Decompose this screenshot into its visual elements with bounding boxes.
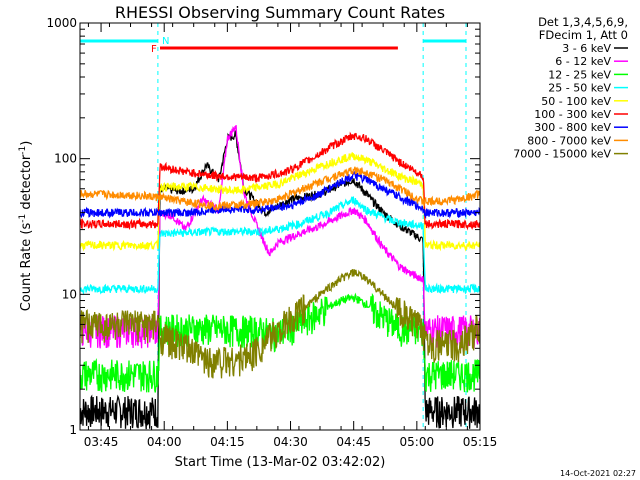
x-tick-label-6: 05:15 — [463, 435, 498, 449]
x-axis-label: Start Time (13-Mar-02 03:42:02) — [175, 455, 386, 470]
legend-label-1: 6 - 12 keV — [555, 55, 611, 68]
footer-date: 14-Oct-2021 02:27 — [560, 469, 636, 478]
x-tick-label-5: 05:00 — [400, 435, 435, 449]
legend-label-3: 25 - 50 keV — [548, 82, 611, 95]
legend: Det 1,3,4,5,6,9, FDecim 1, Att 0 3 - 6 k… — [513, 15, 628, 161]
plot-area: NF — [80, 23, 480, 430]
legend-label-2: 12 - 25 keV — [548, 68, 611, 81]
y-label-exp-1: -1 — [18, 214, 28, 223]
x-tick-label-2: 04:15 — [210, 435, 245, 449]
legend-label-4: 50 - 100 keV — [541, 95, 611, 108]
y-tick-label-0: 1 — [69, 423, 77, 437]
x-tick-label-3: 04:30 — [273, 435, 308, 449]
y-axis-label: Count Rate (s-1 detector-1) — [18, 141, 34, 312]
series-line-7 — [80, 166, 480, 212]
flag-marker-f: F — [151, 44, 157, 55]
y-tick-label-1: 10 — [62, 287, 77, 301]
y-tick-label-2: 100 — [54, 152, 77, 166]
x-tick-label-0: 03:45 — [84, 435, 119, 449]
legend-label-8: 7000 - 15000 keV — [513, 148, 611, 161]
series-group — [80, 23, 480, 430]
series-line-8 — [80, 269, 480, 379]
chart-title: RHESSI Observing Summary Count Rates — [115, 3, 445, 22]
x-tick-label-1: 04:00 — [147, 435, 182, 449]
series-line-4 — [80, 152, 480, 252]
legend-header-line-2: FDecim 1, Att 0 — [539, 28, 628, 42]
flag-marker-n: N — [162, 36, 169, 47]
legend-label-5: 100 - 300 keV — [534, 108, 611, 121]
legend-header-line-1: Det 1,3,4,5,6,9, — [538, 15, 628, 29]
legend-label-6: 300 - 800 keV — [534, 121, 611, 134]
y-tick-label-3: 1000 — [46, 16, 77, 30]
y-label-text-2: detector — [19, 154, 34, 214]
legend-label-7: 800 - 7000 keV — [527, 134, 611, 147]
legend-label-0: 3 - 6 keV — [562, 42, 611, 55]
x-tick-label-4: 04:45 — [336, 435, 371, 449]
series-line-6 — [80, 171, 480, 219]
plot-frame — [79, 22, 481, 431]
y-label-text-1: Count Rate (s — [19, 223, 34, 312]
series-line-3 — [80, 196, 480, 296]
y-label-exp-2: -1 — [18, 146, 28, 155]
y-label-text-3: ) — [19, 141, 34, 146]
axes: 03:45 04:00 04:15 04:30 04:45 05:00 05:15 1 10 10… — [46, 16, 497, 449]
series-line-5 — [80, 131, 480, 231]
